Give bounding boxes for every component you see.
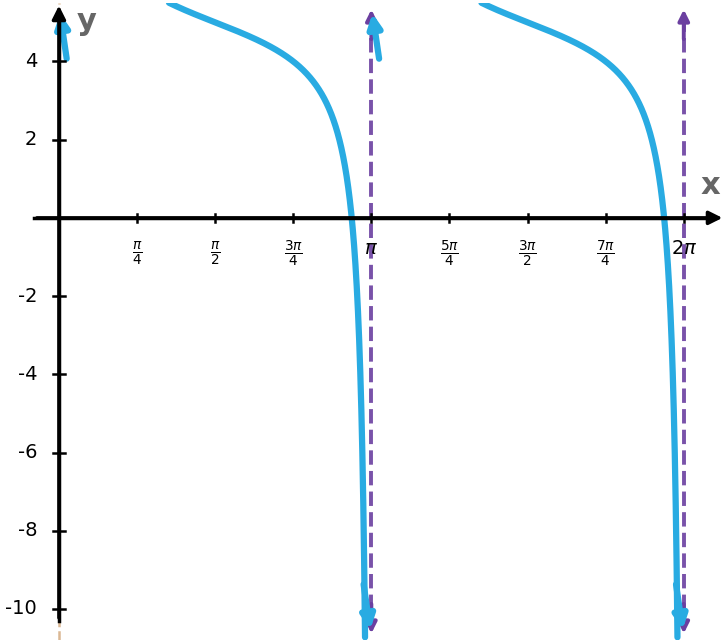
Text: 2: 2 bbox=[25, 130, 37, 149]
Text: -10: -10 bbox=[5, 599, 37, 619]
Text: $\frac{\pi}{4}$: $\frac{\pi}{4}$ bbox=[132, 239, 143, 267]
Text: -4: -4 bbox=[17, 365, 37, 384]
Text: $\frac{7\pi}{4}$: $\frac{7\pi}{4}$ bbox=[596, 239, 615, 269]
Text: -6: -6 bbox=[17, 443, 37, 462]
Text: $\frac{3\pi}{2}$: $\frac{3\pi}{2}$ bbox=[518, 239, 537, 269]
Text: -2: -2 bbox=[17, 287, 37, 305]
Text: x: x bbox=[700, 171, 720, 200]
Text: 4: 4 bbox=[25, 52, 37, 71]
Text: $\pi$: $\pi$ bbox=[364, 239, 379, 258]
Text: y: y bbox=[77, 6, 97, 36]
Text: -8: -8 bbox=[17, 521, 37, 540]
Text: $\frac{3\pi}{4}$: $\frac{3\pi}{4}$ bbox=[284, 239, 303, 269]
Text: $\frac{5\pi}{4}$: $\frac{5\pi}{4}$ bbox=[440, 239, 459, 269]
Text: $\frac{\pi}{2}$: $\frac{\pi}{2}$ bbox=[210, 239, 221, 267]
Text: $2\pi$: $2\pi$ bbox=[670, 239, 697, 258]
